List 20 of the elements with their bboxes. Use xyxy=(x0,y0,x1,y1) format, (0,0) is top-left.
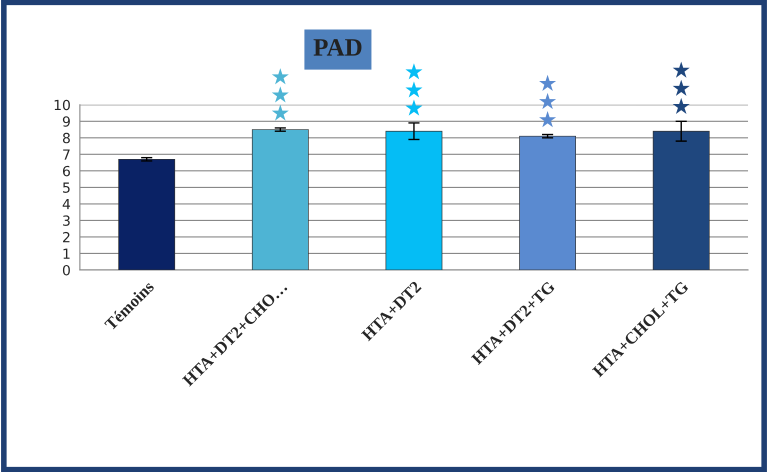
chart-title: PAD xyxy=(314,39,362,56)
y-tick-label: 6 xyxy=(62,166,70,176)
bar xyxy=(519,136,576,270)
annotation: ★ ★ ★ xyxy=(672,62,690,114)
y-tick-label: 3 xyxy=(63,215,70,226)
y-tick-label: 0 xyxy=(62,264,70,276)
bar xyxy=(252,129,309,270)
y-tick-label: 5 xyxy=(63,182,70,193)
y-tick-label: 9 xyxy=(62,116,70,127)
y-tick-label: 7 xyxy=(63,149,70,160)
y-tick-label: 8 xyxy=(62,132,70,144)
y-tick-label: 2 xyxy=(63,232,70,242)
y-tick-label: 4 xyxy=(62,199,70,210)
bar xyxy=(652,130,710,270)
annotation: ★ ★ ★ xyxy=(272,68,289,121)
y-tick-label: 10 xyxy=(54,100,70,110)
bar xyxy=(118,158,176,270)
annotation: ★ ★ ★ xyxy=(405,63,422,116)
bar xyxy=(386,130,442,270)
y-tick-label: 1 xyxy=(64,248,70,259)
